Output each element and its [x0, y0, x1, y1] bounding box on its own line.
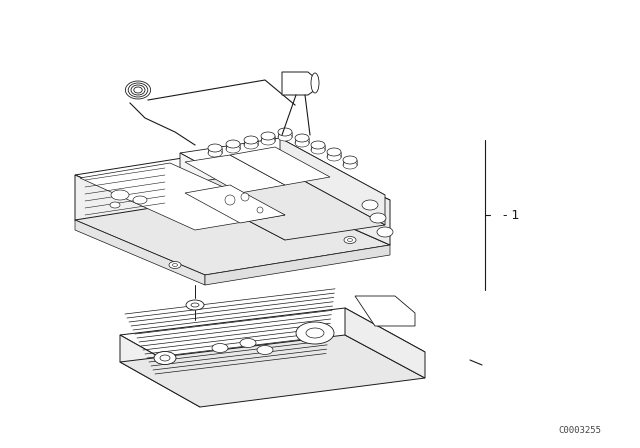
Polygon shape: [230, 147, 330, 185]
Polygon shape: [120, 335, 425, 407]
Polygon shape: [75, 220, 205, 285]
Ellipse shape: [244, 141, 258, 149]
Polygon shape: [180, 138, 385, 210]
Polygon shape: [180, 168, 385, 240]
Text: C0003255: C0003255: [559, 426, 602, 435]
Ellipse shape: [191, 303, 199, 307]
Ellipse shape: [278, 128, 292, 136]
Ellipse shape: [226, 145, 240, 153]
Ellipse shape: [173, 263, 177, 267]
Polygon shape: [265, 145, 390, 245]
Ellipse shape: [226, 140, 240, 148]
Ellipse shape: [208, 149, 222, 157]
Ellipse shape: [295, 134, 309, 142]
Polygon shape: [280, 138, 385, 225]
Polygon shape: [75, 190, 390, 275]
Ellipse shape: [344, 237, 356, 244]
Polygon shape: [345, 308, 425, 378]
Ellipse shape: [306, 328, 324, 338]
Ellipse shape: [296, 322, 334, 344]
Polygon shape: [80, 163, 285, 230]
Polygon shape: [120, 335, 200, 407]
Ellipse shape: [240, 339, 256, 348]
Circle shape: [257, 207, 263, 213]
Polygon shape: [205, 245, 390, 285]
Ellipse shape: [327, 148, 341, 156]
Ellipse shape: [133, 196, 147, 204]
Polygon shape: [355, 296, 415, 326]
Ellipse shape: [212, 344, 228, 353]
Ellipse shape: [311, 146, 325, 154]
Ellipse shape: [370, 213, 386, 223]
Polygon shape: [282, 72, 315, 95]
Polygon shape: [185, 185, 285, 223]
Polygon shape: [180, 153, 285, 240]
Ellipse shape: [362, 200, 378, 210]
Ellipse shape: [244, 136, 258, 144]
Polygon shape: [185, 155, 285, 193]
Text: - 1: - 1: [503, 208, 520, 221]
Ellipse shape: [154, 352, 176, 365]
Ellipse shape: [295, 139, 309, 147]
Ellipse shape: [160, 355, 170, 361]
Ellipse shape: [278, 133, 292, 141]
Ellipse shape: [257, 345, 273, 354]
Circle shape: [241, 193, 249, 201]
Ellipse shape: [261, 137, 275, 145]
Ellipse shape: [111, 190, 129, 200]
Ellipse shape: [311, 73, 319, 93]
Ellipse shape: [327, 153, 341, 161]
Ellipse shape: [343, 156, 357, 164]
Ellipse shape: [348, 238, 353, 241]
Ellipse shape: [343, 161, 357, 169]
Ellipse shape: [377, 227, 393, 237]
Ellipse shape: [208, 144, 222, 152]
Polygon shape: [75, 175, 205, 275]
Ellipse shape: [169, 262, 181, 268]
Ellipse shape: [186, 300, 204, 310]
Circle shape: [225, 195, 235, 205]
Polygon shape: [120, 308, 425, 380]
Ellipse shape: [261, 132, 275, 140]
Ellipse shape: [110, 202, 120, 208]
Polygon shape: [75, 145, 390, 230]
Ellipse shape: [311, 141, 325, 149]
